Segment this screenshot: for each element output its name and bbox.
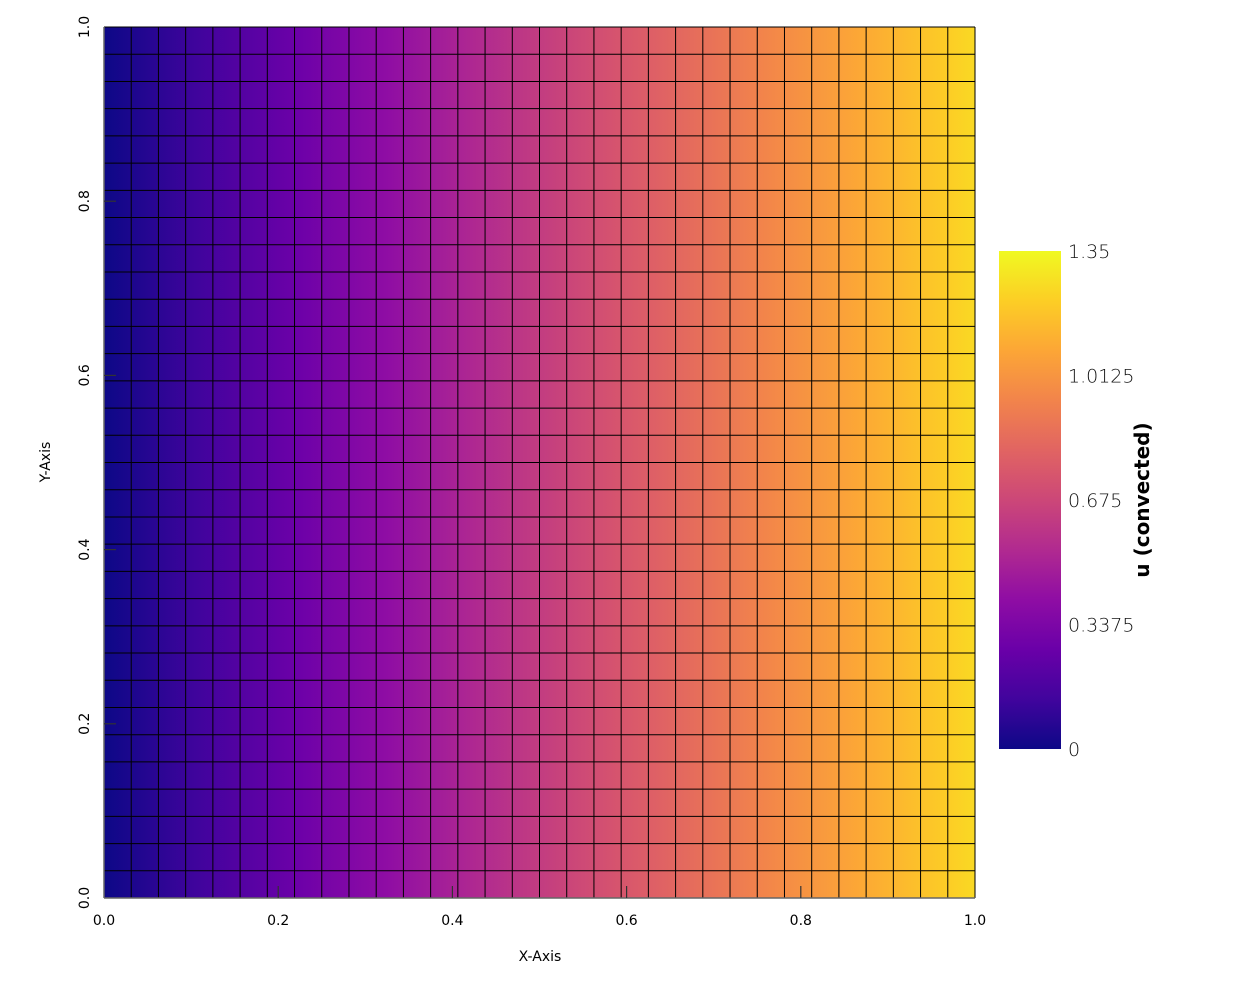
x-tick-label: 0.0 [93,913,115,929]
axes: 0.0 0.2 0.4 0.6 0.8 1.0 0.0 0.2 0.4 0.6 0.8 1.0 [77,16,986,929]
mesh-edges [103,26,976,899]
x-tick-label: 0.4 [441,913,463,929]
x-axis-label: X-Axis [519,949,562,965]
x-tick-label: 1.0 [964,913,986,929]
colorbar-tick-label: 0 [1068,739,1080,761]
x-tick-label: 0.6 [615,913,637,929]
x-tick-label: 0.2 [267,913,289,929]
colorbar-tick-label: 0.675 [1068,490,1122,512]
y-tick-label: 0.2 [77,713,93,735]
x-tick-label: 0.8 [790,913,812,929]
colorbar-tick-label: 1.35 [1068,241,1110,263]
colorbar-tick-label: 1.0125 [1068,366,1134,388]
y-tick-label: 0.0 [77,887,93,909]
colorbar-title: u (convected) [1130,422,1154,577]
colorbar-ticks: 1.35 1.0125 0.675 0.3375 0 [1068,241,1134,761]
y-axis-label: Y-Axis [38,442,54,484]
y-tick-label: 0.8 [77,190,93,212]
y-tick-label: 1.0 [77,16,93,38]
colorbar-tick-label: 0.3375 [1068,615,1134,637]
y-tick-label: 0.4 [77,538,93,560]
y-tick-label: 0.6 [77,364,93,386]
colorbar [999,251,1061,749]
